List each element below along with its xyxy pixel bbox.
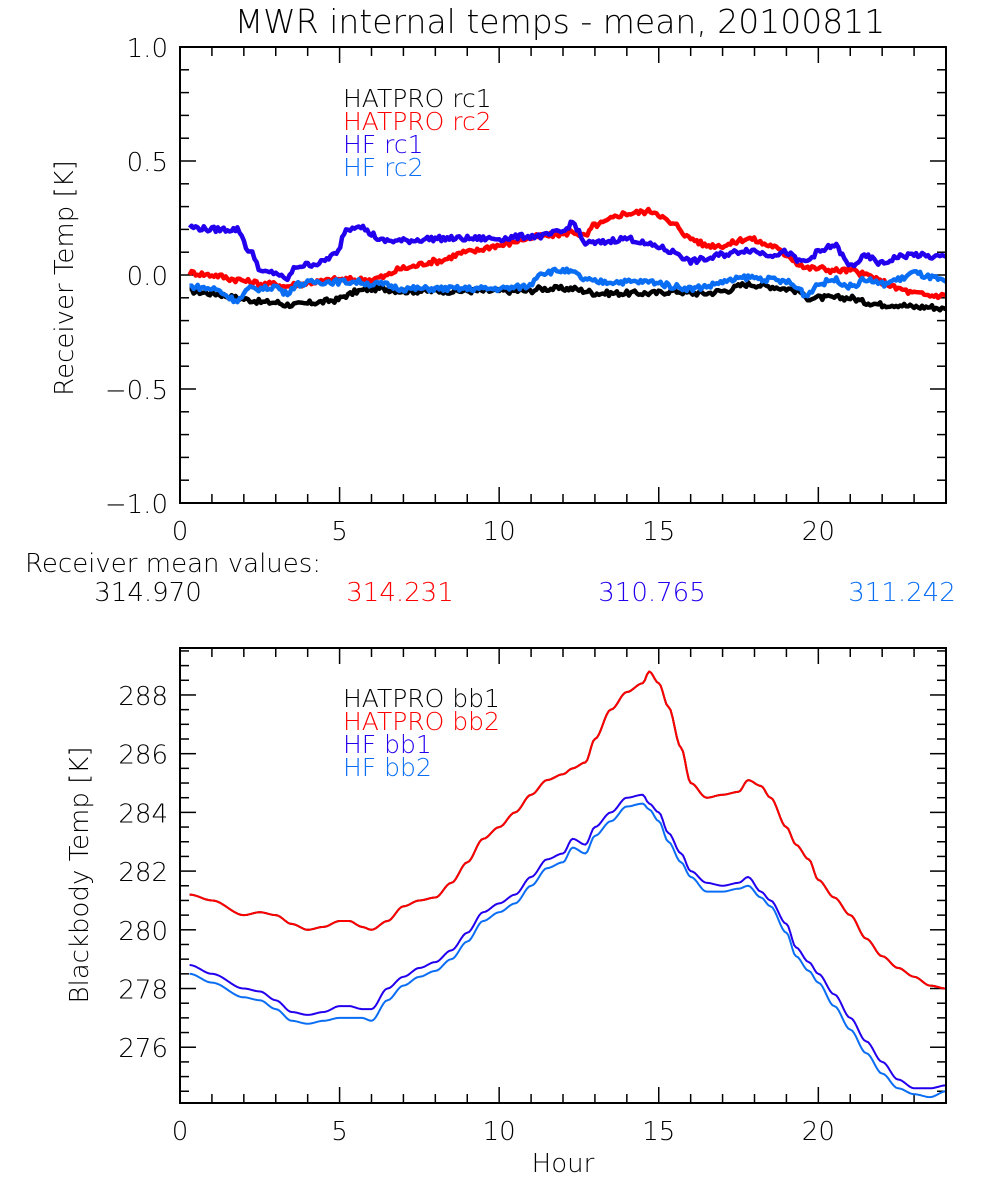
legend-entry: HF bb2 bbox=[343, 753, 432, 782]
blackbody-axes-ticks bbox=[180, 648, 946, 1103]
receiver-plot-frame bbox=[179, 46, 947, 504]
x-tick-label: 5 bbox=[331, 517, 348, 547]
legend-entry: HATPRO bb2 bbox=[343, 707, 500, 736]
receiver-axes-ticks bbox=[180, 47, 946, 503]
x-axis-label: Hour bbox=[532, 1149, 595, 1179]
legend-entry: HF bb1 bbox=[343, 730, 432, 759]
x-tick-label: 20 bbox=[802, 517, 835, 547]
legend-entry: HATPRO rc1 bbox=[343, 84, 492, 113]
chart-title: MWR internal temps - mean, 20100811 bbox=[235, 2, 886, 41]
legend-entry: HF rc1 bbox=[343, 130, 424, 159]
y-tick-label: 1.0 bbox=[127, 34, 168, 64]
blackbody-plot-frame bbox=[179, 647, 947, 1104]
x-tick-label: 20 bbox=[802, 1117, 835, 1147]
y-tick-label: 288 bbox=[118, 682, 168, 712]
blackbody-tick-labels: 0 5 10 15 20 276 278 280 282 284 286 288 bbox=[118, 682, 835, 1147]
receiver-temp-panel: 0 5 10 15 20 −1.0 −0.5 0.0 0.5 1.0 Receiver Temp … bbox=[50, 34, 947, 547]
legend-entry: HATPRO bb1 bbox=[343, 684, 500, 713]
series-line-hf-bb1 bbox=[189, 793, 946, 1090]
mean-value-hf-rc1: 310.765 bbox=[598, 578, 706, 608]
blackbody-y-axis-label: Blackbody Temp [K] bbox=[65, 747, 95, 1004]
blackbody-series-lines bbox=[189, 670, 946, 1099]
receiver-tick-labels: 0 5 10 15 20 −1.0 −0.5 0.0 0.5 1.0 bbox=[105, 34, 835, 547]
receiver-y-axis-label: Receiver Temp [K] bbox=[50, 160, 80, 396]
y-tick-label: −0.5 bbox=[105, 376, 168, 406]
mean-value-hf-rc2: 311.242 bbox=[848, 578, 956, 608]
y-tick-label: 276 bbox=[118, 1034, 168, 1064]
x-tick-label: 5 bbox=[331, 1117, 348, 1147]
series-line-hatpro-rc1 bbox=[189, 280, 946, 313]
x-tick-label: 15 bbox=[642, 517, 675, 547]
series-line-hf-bb2 bbox=[189, 802, 946, 1099]
receiver-series-lines bbox=[187, 206, 946, 313]
mean-value-hatpro-rc2: 314.231 bbox=[346, 578, 454, 608]
y-tick-label: 280 bbox=[118, 917, 168, 947]
mean-value-hatpro-rc1: 314.970 bbox=[94, 578, 202, 608]
receiver-mean-values: Receiver mean values: 314.970 314.231 31… bbox=[25, 549, 956, 608]
y-tick-label: 0.5 bbox=[127, 148, 168, 178]
y-tick-label: 0.0 bbox=[127, 262, 168, 292]
series-line-hf-rc1 bbox=[187, 219, 946, 283]
y-tick-label: 286 bbox=[118, 741, 168, 771]
y-tick-label: −1.0 bbox=[105, 490, 168, 520]
mean-values-label: Receiver mean values: bbox=[25, 549, 321, 579]
legend-entry: HF rc2 bbox=[343, 153, 424, 182]
x-tick-label: 15 bbox=[642, 1117, 675, 1147]
x-tick-label: 0 bbox=[172, 1117, 189, 1147]
series-line-hf-rc2 bbox=[189, 266, 946, 305]
x-tick-label: 10 bbox=[483, 517, 516, 547]
y-tick-label: 278 bbox=[118, 976, 168, 1006]
legend-entry: HATPRO rc2 bbox=[343, 107, 492, 136]
x-tick-label: 10 bbox=[483, 1117, 516, 1147]
blackbody-temp-panel: 0 5 10 15 20 276 278 280 282 284 286 288 Blackbody … bbox=[65, 647, 947, 1179]
y-tick-label: 282 bbox=[118, 858, 168, 888]
y-tick-label: 284 bbox=[118, 799, 168, 829]
series-line-hatpro-bb1 bbox=[189, 670, 946, 990]
series-line-hatpro-bb2 bbox=[189, 670, 946, 990]
x-tick-label: 0 bbox=[172, 517, 189, 547]
